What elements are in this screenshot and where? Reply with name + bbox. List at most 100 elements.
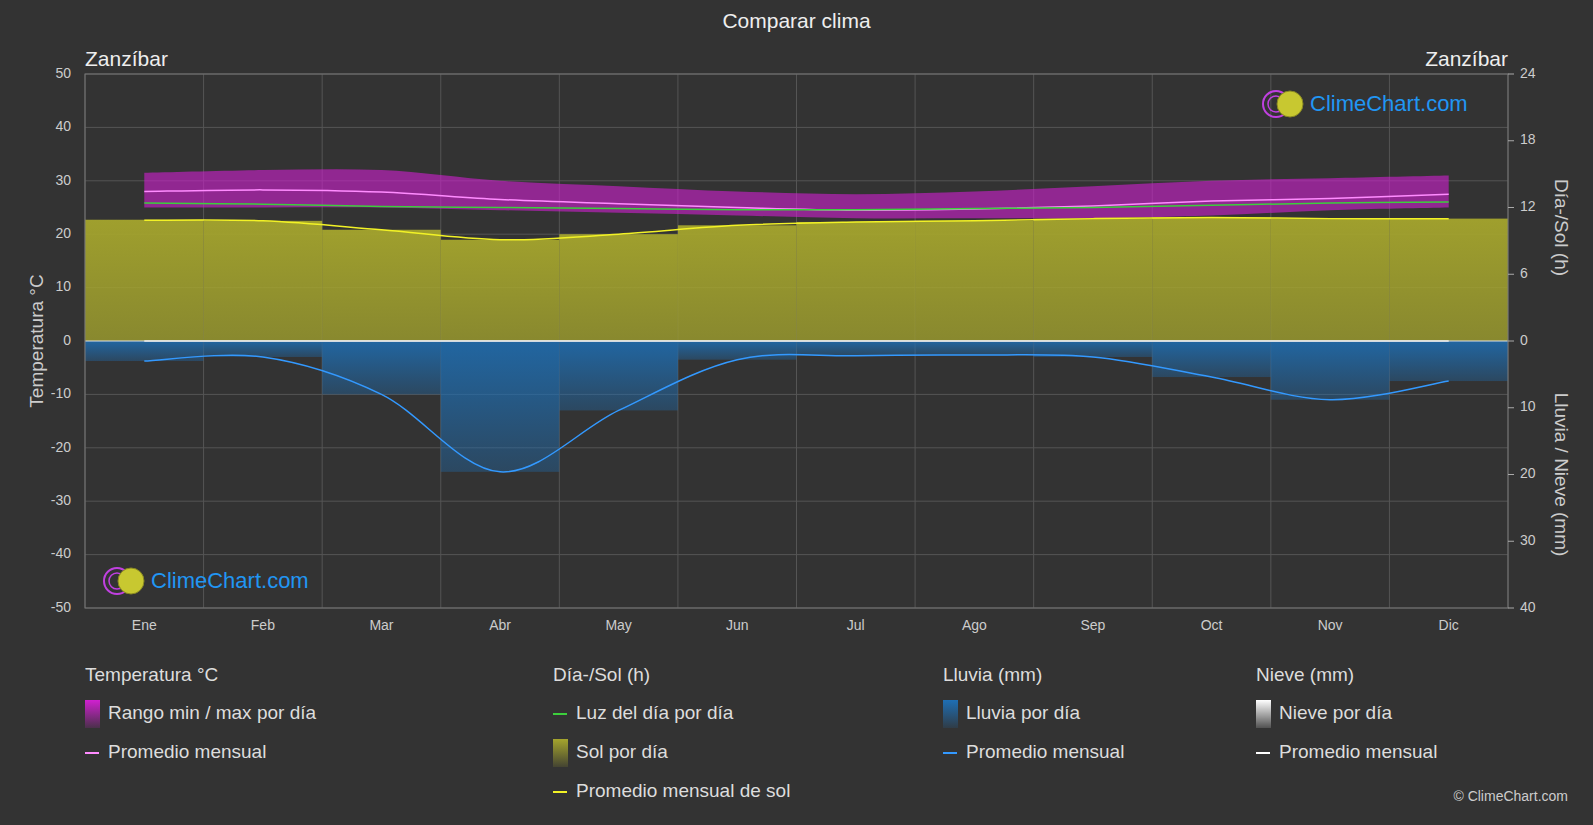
tick-label: Ago <box>962 617 987 633</box>
legend-swatch <box>943 752 957 754</box>
bar <box>441 240 560 341</box>
tick <box>1508 274 1514 275</box>
legend-swatch <box>553 791 567 793</box>
tick-label: -10 <box>51 385 71 401</box>
tick-label: Ene <box>132 617 157 633</box>
tick-label: -50 <box>51 599 71 615</box>
bar <box>441 341 560 472</box>
tick-label: 10 <box>55 278 71 294</box>
bar <box>322 230 441 341</box>
tick-label: 40 <box>55 118 71 134</box>
tick <box>1508 407 1514 408</box>
bar <box>1034 219 1153 341</box>
legend-swatch <box>85 700 100 728</box>
tick-label: -20 <box>51 439 71 455</box>
bar <box>85 220 204 341</box>
tick-label: 0 <box>63 332 71 348</box>
line <box>144 202 1448 210</box>
bar <box>915 341 1034 355</box>
tick-label: -40 <box>51 545 71 561</box>
legend-label: Promedio mensual <box>966 741 1124 762</box>
line <box>144 355 1448 472</box>
legend-label: Promedio mensual <box>1279 741 1437 762</box>
subtitle: Zanzíbar <box>1425 47 1508 70</box>
tick-label: 20 <box>55 225 71 241</box>
bar <box>678 341 797 360</box>
axis-label: Lluvia / Nieve (mm) <box>1551 393 1572 557</box>
legend-label: Promedio mensual <box>108 741 266 762</box>
bar <box>797 341 916 356</box>
bar <box>204 221 323 341</box>
tick-label: May <box>605 617 631 633</box>
bar <box>1389 341 1508 381</box>
axis-label: Temperatura °C <box>26 274 47 407</box>
bar <box>1152 341 1271 377</box>
tick-label: Oct <box>1201 617 1223 633</box>
legend-swatch <box>1256 700 1271 728</box>
legend: Temperatura °C Rango min / max por día Pro… <box>85 664 1437 801</box>
tick-label: 20 <box>1520 465 1536 481</box>
tick-label: 24 <box>1520 65 1536 81</box>
climate-chart: -50 -40 -30 -20 -10 0 10 20 30 40 50 0 6 12 18 24 10 20 30… <box>0 0 1593 825</box>
legend-swatch <box>85 752 99 754</box>
bar <box>322 341 441 394</box>
plot-area <box>85 169 1508 472</box>
legend-label: Sol por día <box>576 741 668 762</box>
tick <box>1508 474 1514 475</box>
tick <box>1508 140 1514 141</box>
bar <box>915 221 1034 341</box>
legend-label: Nieve por día <box>1279 702 1392 723</box>
legend-label: Luz del día por día <box>576 702 734 723</box>
tick-label: Feb <box>251 617 275 633</box>
legend-swatch <box>553 713 567 715</box>
tick-label: Nov <box>1318 617 1343 633</box>
grid <box>85 74 1508 608</box>
tick-label: 30 <box>1520 532 1536 548</box>
legend-title: Día-/Sol (h) <box>553 664 650 685</box>
bar <box>1271 341 1390 400</box>
tick-label: Jul <box>847 617 865 633</box>
tick-label: 10 <box>1520 398 1536 414</box>
legend-swatch <box>1256 752 1270 754</box>
line <box>144 218 1448 240</box>
legend-swatch <box>943 700 958 728</box>
title: Comparar clima <box>722 9 871 32</box>
tick-label: 30 <box>55 172 71 188</box>
tick-label: Sep <box>1080 617 1105 633</box>
range-band <box>144 169 1448 218</box>
subtitle: Zanzíbar <box>85 47 168 70</box>
tick-label: 0 <box>1520 332 1528 348</box>
tick-label: Dic <box>1439 617 1459 633</box>
axis-label: Día-/Sol (h) <box>1551 179 1572 276</box>
bar <box>678 225 797 341</box>
tick-label: 6 <box>1520 265 1528 281</box>
bar <box>559 234 678 341</box>
tick <box>1508 207 1514 208</box>
tick-label: 40 <box>1520 599 1536 615</box>
legend-title: Nieve (mm) <box>1256 664 1354 685</box>
tick-label: Mar <box>369 617 393 633</box>
tick <box>1508 608 1514 609</box>
legend-swatch <box>553 739 568 767</box>
watermark: ClimeChart.com <box>151 568 309 593</box>
bar <box>559 341 678 410</box>
legend-label: Promedio mensual de sol <box>576 780 790 801</box>
logo <box>104 568 144 594</box>
tick-label: 50 <box>55 65 71 81</box>
tick-label: -30 <box>51 492 71 508</box>
tick <box>1508 541 1514 542</box>
frame <box>85 74 1508 608</box>
legend-title: Temperatura °C <box>85 664 218 685</box>
line <box>144 190 1448 210</box>
bar <box>1389 219 1508 341</box>
legend-label: Rango min / max por día <box>108 702 316 723</box>
bar <box>1152 218 1271 341</box>
tick <box>1508 74 1514 75</box>
copyright: © ClimeChart.com <box>1453 788 1568 804</box>
zero-line <box>85 340 1508 341</box>
logo <box>1263 91 1303 117</box>
tick-label: 12 <box>1520 198 1536 214</box>
legend-title: Lluvia (mm) <box>943 664 1042 685</box>
tick-label: 18 <box>1520 131 1536 147</box>
watermark: ClimeChart.com <box>1310 91 1468 116</box>
